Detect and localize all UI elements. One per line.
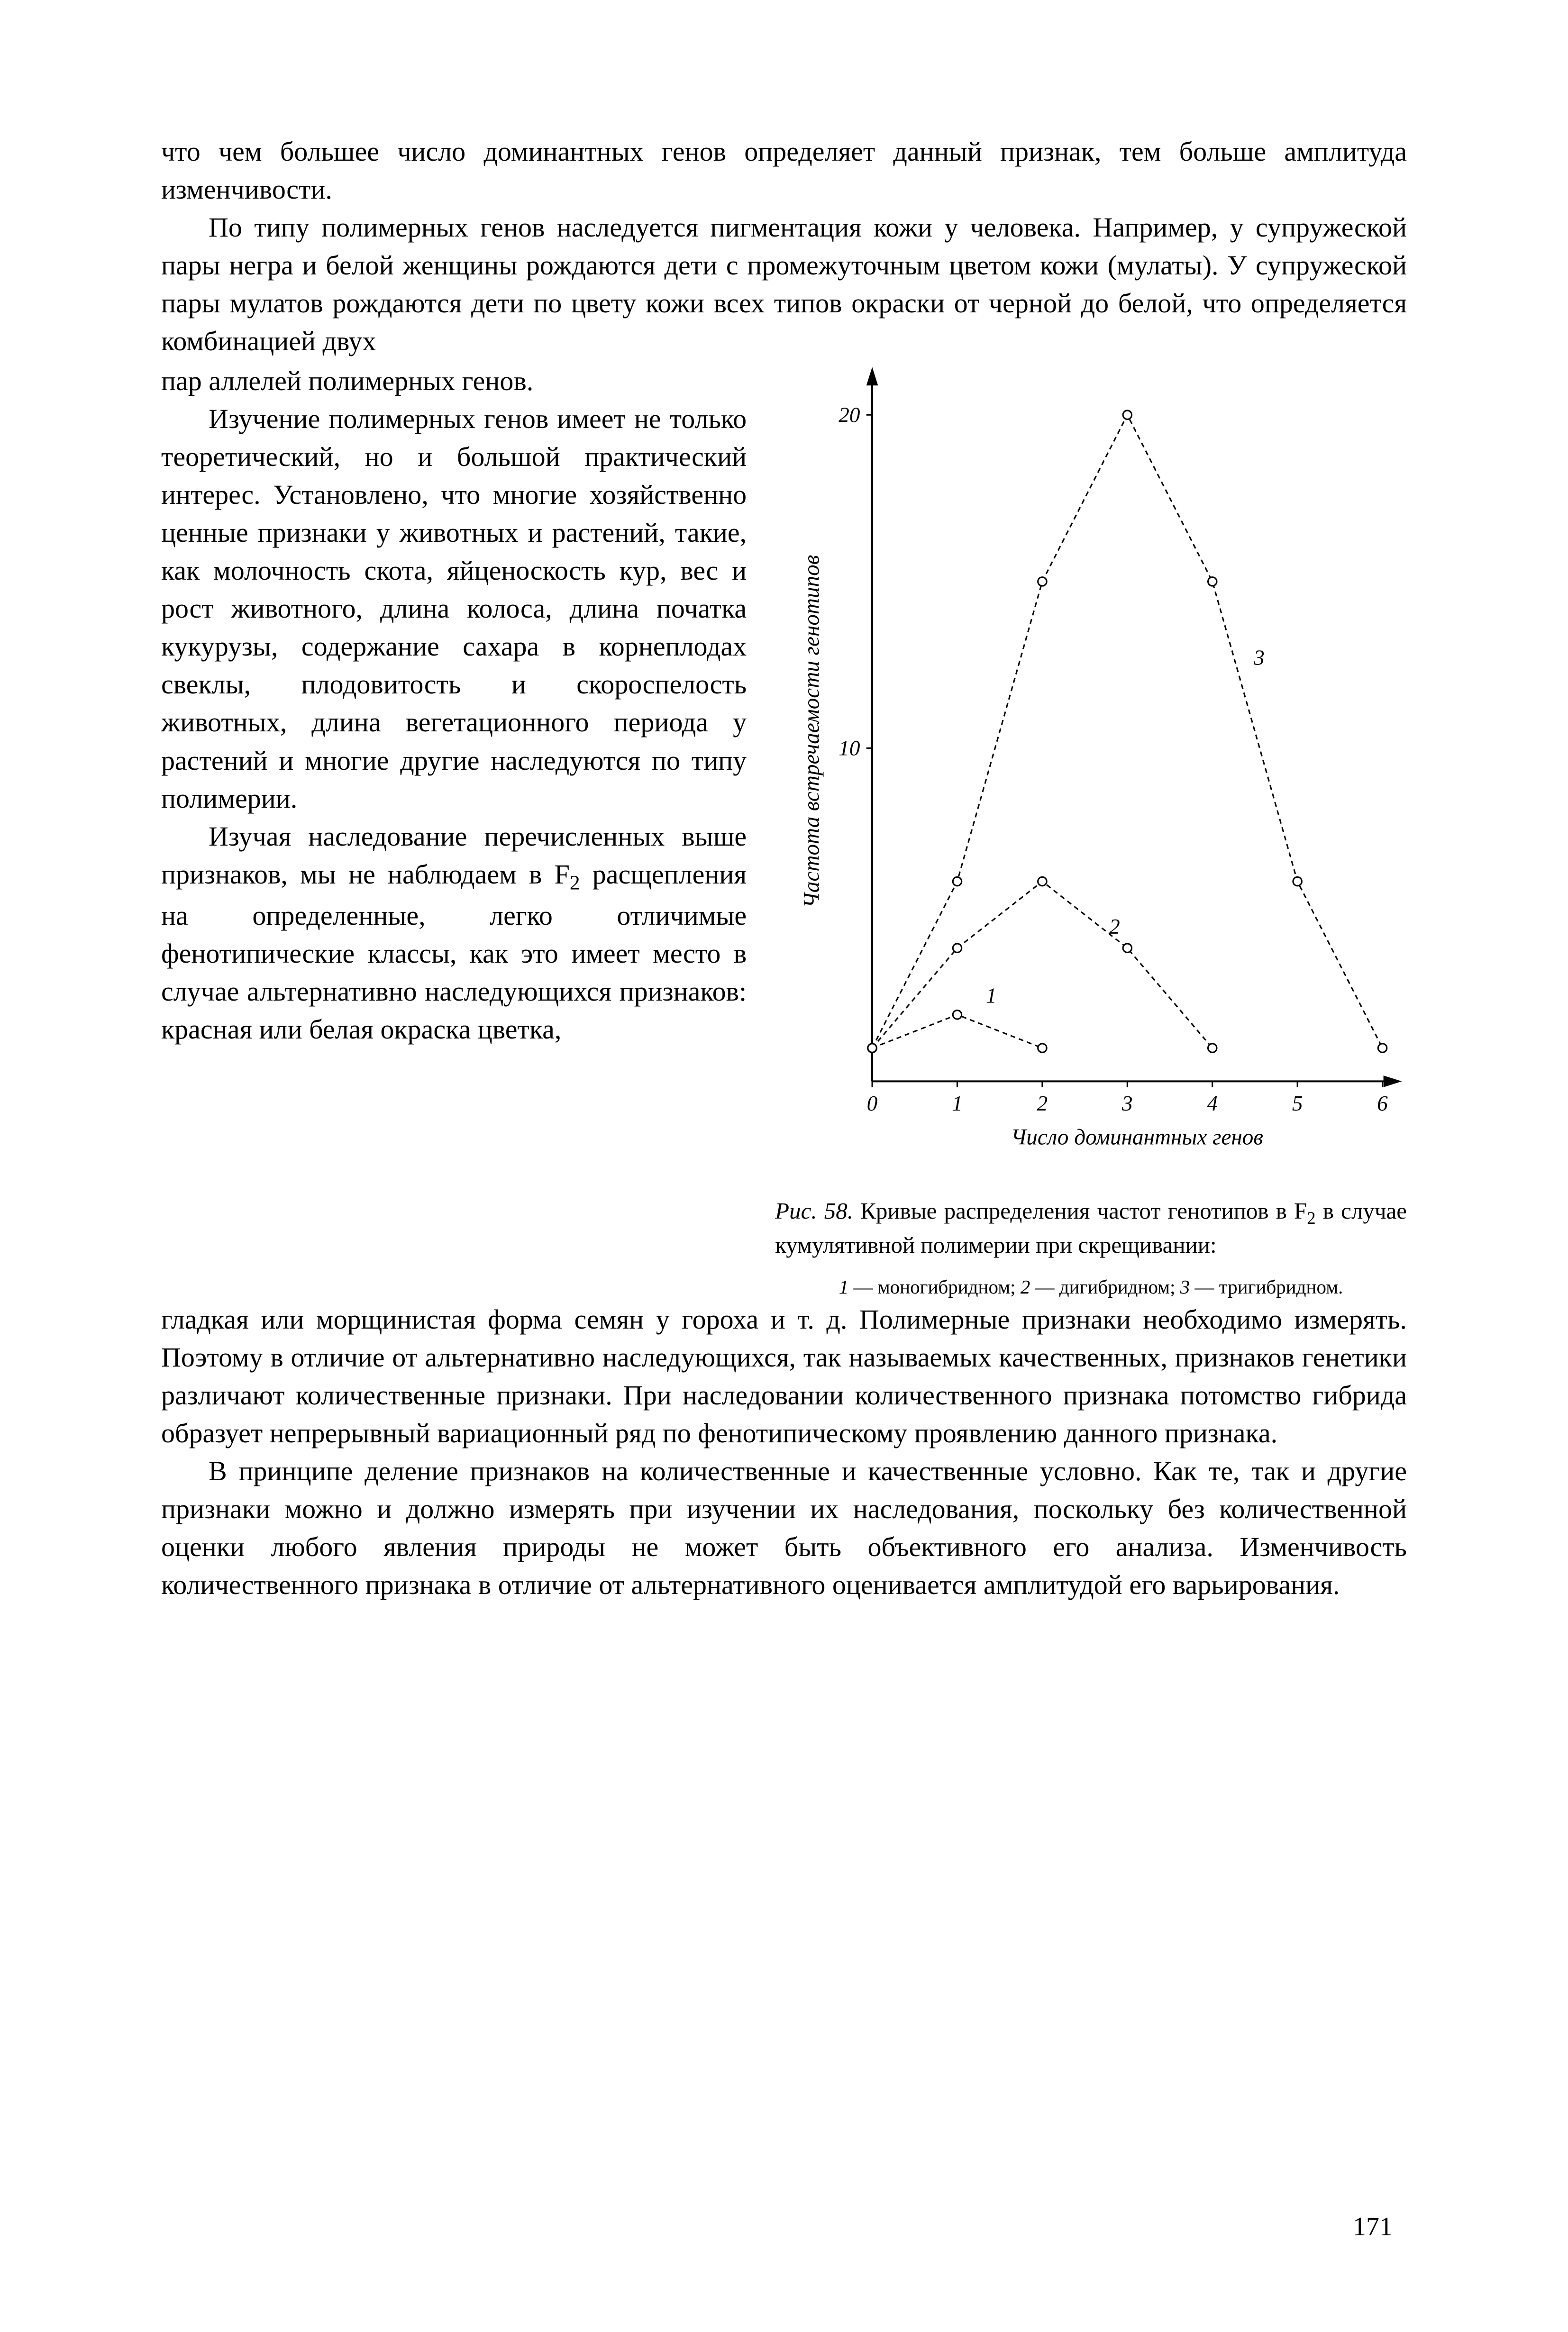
caption-text: Кривые распределения частот генотипов в …	[853, 1198, 1307, 1224]
svg-text:Частота встречаемости генотипо: Частота встречаемости генотипов	[799, 555, 824, 908]
legend-key: 2	[1021, 1276, 1030, 1298]
figure-legend: 1 — моногибридном; 2 — дигибридном; 3 — …	[839, 1274, 1343, 1300]
text-column: пар аллелей полимерных генов. Изучение п…	[161, 362, 747, 1300]
svg-text:1: 1	[952, 1092, 963, 1115]
legend-text: — тригибридном.	[1190, 1276, 1343, 1298]
subscript: 2	[570, 871, 580, 894]
svg-text:4: 4	[1207, 1092, 1218, 1115]
figure-number: Рис. 58.	[775, 1198, 853, 1224]
page-number: 171	[1353, 2212, 1393, 2242]
figure-caption: Рис. 58. Кривые распределения частот ген…	[775, 1195, 1407, 1261]
subscript: 2	[1307, 1208, 1315, 1227]
svg-text:10: 10	[839, 737, 860, 760]
svg-text:0: 0	[867, 1092, 878, 1115]
paragraph: Изучая наследование перечисленных выше п…	[161, 818, 747, 1049]
legend-key: 3	[1180, 1276, 1190, 1298]
paragraph: По типу полимерных генов наследуется пиг…	[161, 209, 1407, 360]
svg-text:3: 3	[1121, 1092, 1133, 1115]
legend-key: 1	[839, 1276, 849, 1298]
paragraph: что чем большее число доминантных генов …	[161, 133, 1407, 209]
paragraph: В принципе деление признаков на количест…	[161, 1452, 1407, 1604]
paragraph: Изучение полимерных генов имеет не тольк…	[161, 400, 747, 817]
svg-text:2: 2	[1037, 1092, 1048, 1115]
svg-text:Число доминантных генов: Число доминантных генов	[1011, 1125, 1263, 1150]
paragraph: пар аллелей полимерных генов.	[161, 362, 747, 400]
svg-text:20: 20	[839, 403, 860, 427]
two-column-layout: пар аллелей полимерных генов. Изучение п…	[161, 362, 1407, 1300]
legend-text: — дигибридном;	[1030, 1276, 1180, 1298]
figure-58: 0 1 2 3 4 5 6 10 20 1 2 3 Число доминантных ген…	[775, 362, 1407, 1181]
svg-text:3: 3	[1253, 646, 1265, 670]
svg-text:5: 5	[1292, 1092, 1303, 1115]
svg-text:6: 6	[1377, 1092, 1388, 1115]
svg-text:2: 2	[1109, 915, 1120, 938]
figure-column: 0 1 2 3 4 5 6 10 20 1 2 3 Число доминантных ген…	[775, 362, 1407, 1300]
legend-text: — моногибридном;	[848, 1276, 1021, 1298]
svg-text:1: 1	[986, 984, 997, 1007]
distribution-chart: 0 1 2 3 4 5 6 10 20 1 2 3 Число доминантных ген…	[775, 362, 1407, 1178]
paragraph: гладкая или морщинистая форма семян у го…	[161, 1301, 1407, 1452]
